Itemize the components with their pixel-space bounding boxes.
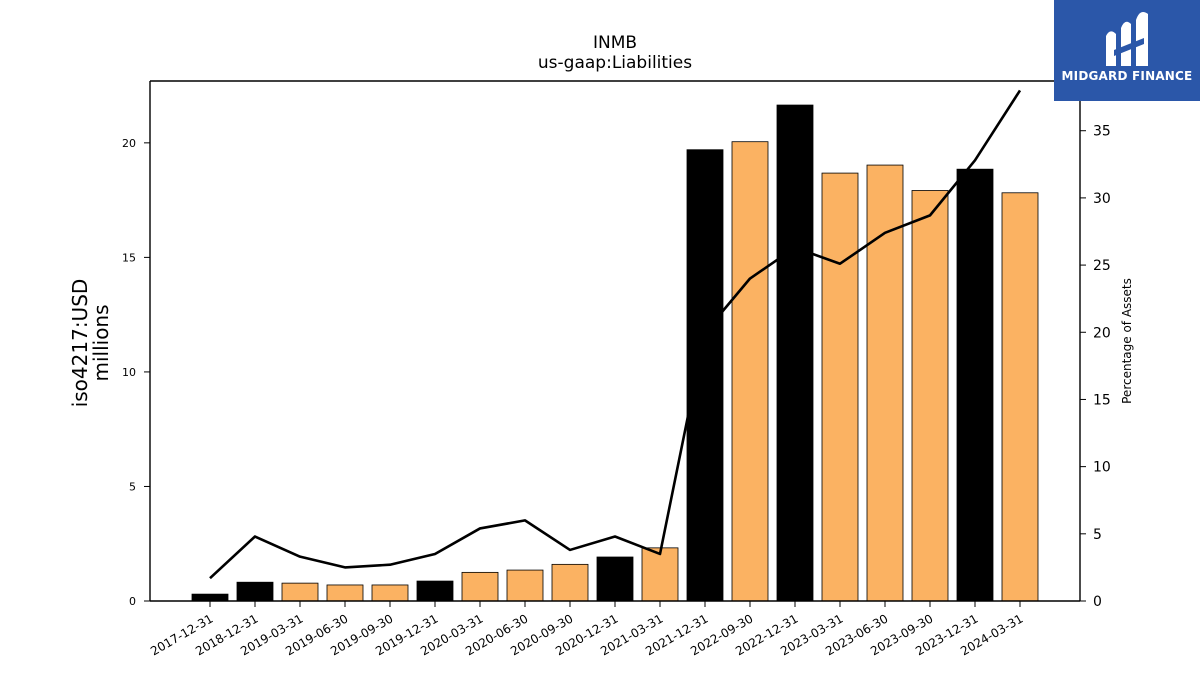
- bar-2022-09-30: [731, 141, 769, 602]
- y-tick-label-5: 5: [129, 480, 136, 493]
- bar-2020-03-31: [461, 571, 499, 602]
- brand-logo: MIDGARD FINANCE: [1054, 0, 1200, 101]
- bar-2023-09-30: [911, 190, 949, 602]
- bar-2021-12-31: [686, 149, 724, 602]
- bar-2023-03-31: [821, 172, 859, 602]
- bar-2019-09-30: [371, 584, 409, 602]
- bar-2023-06-30: [866, 164, 904, 602]
- y2-tick-label-20: 20: [1093, 325, 1111, 341]
- percentage-of-assets-line: [209, 89, 1022, 580]
- labels-layer: iso4217:USD millions Percentage of Asset…: [68, 278, 1134, 407]
- y2-tick-label-15: 15: [1093, 392, 1111, 408]
- bar-2020-06-30: [506, 569, 544, 602]
- y-tick-label-10: 10: [122, 366, 136, 379]
- y2-tick-label-5: 5: [1093, 527, 1102, 543]
- y-axis-label-line2: millions: [89, 304, 113, 381]
- y2-tick-label-35: 35: [1093, 124, 1111, 140]
- y-tick-label-0: 0: [129, 595, 136, 608]
- chart-title: INMB: [592, 33, 638, 53]
- bar-2020-12-31: [596, 556, 634, 602]
- chart-subtitle: us-gaap:Liabilities: [537, 53, 693, 73]
- bar-2020-09-30: [551, 563, 589, 602]
- bar-2024-03-31: [1001, 192, 1039, 602]
- y2-tick-label-30: 30: [1093, 191, 1111, 207]
- y-axis-label-line1: iso4217:USD: [68, 279, 92, 408]
- line-layer: [209, 89, 1022, 580]
- y-tick-label-20: 20: [122, 137, 136, 150]
- y-tick-label-15: 15: [122, 251, 136, 264]
- brand-name: MIDGARD FINANCE: [1061, 69, 1193, 83]
- bar-2021-03-31: [641, 547, 679, 602]
- y2-tick-label-10: 10: [1093, 460, 1111, 476]
- bar-2019-12-31: [416, 580, 454, 602]
- bar-2023-12-31: [956, 168, 994, 602]
- bars-layer: [191, 104, 1039, 602]
- y2-axis-label: Percentage of Assets: [1120, 278, 1134, 404]
- bar-2017-12-31: [191, 593, 229, 602]
- bar-2022-12-31: [776, 104, 814, 602]
- bar-2019-03-31: [281, 582, 319, 602]
- logo-mark-icon: [1106, 12, 1148, 66]
- y2-tick-label-0: 0: [1093, 594, 1102, 610]
- y2-tick-label-25: 25: [1093, 258, 1111, 274]
- bar-2019-06-30: [326, 584, 364, 602]
- bar-2018-12-31: [236, 581, 274, 602]
